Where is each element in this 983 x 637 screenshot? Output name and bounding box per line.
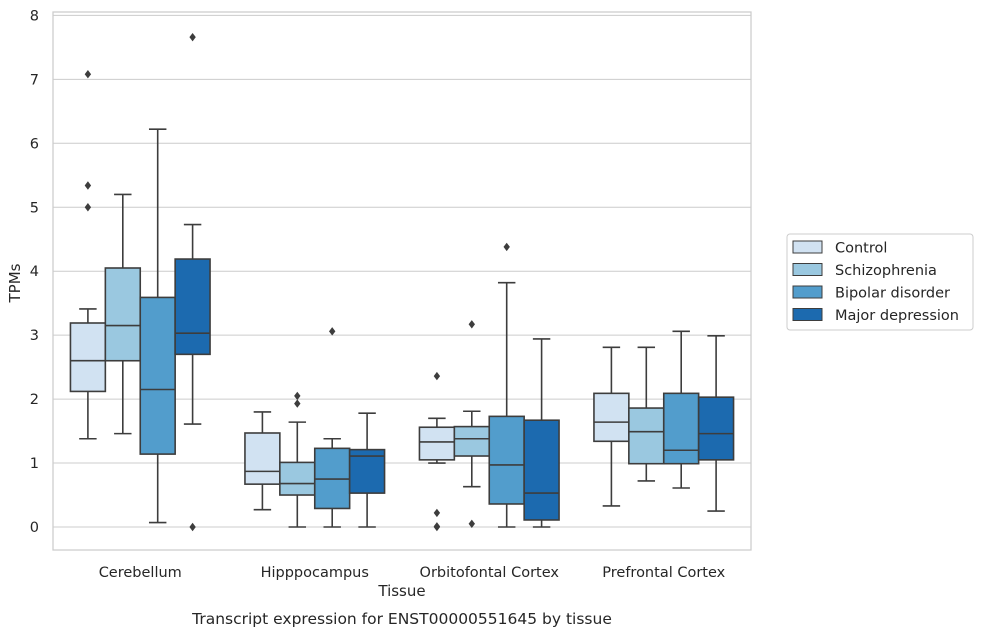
outlier-point (84, 203, 92, 212)
legend-label: Bipolar disorder (835, 286, 950, 302)
x-tick-label: Prefrontal Cortex (602, 565, 725, 581)
box (104, 267, 142, 362)
box (418, 426, 456, 461)
y-axis-title: TPMs (6, 263, 24, 303)
x-tick-label: Orbitofontal Cortex (420, 565, 560, 581)
box (488, 415, 525, 505)
box-group (488, 242, 525, 528)
legend-swatch (792, 308, 823, 321)
legend-label: Schizophrenia (835, 263, 937, 279)
chart-caption: Transcript expression for ENST0000055164… (191, 610, 612, 628)
outlier-point (84, 70, 92, 79)
legend-label: Control (835, 241, 887, 257)
legend-swatch (792, 263, 823, 276)
box (279, 461, 316, 496)
axes: 0 1 2 3 4 5 6 7 8 Cerebellum Hipppocampus Orbitofon… (30, 8, 752, 581)
y-tick-label: 5 (30, 200, 39, 216)
outlier-point (433, 508, 441, 518)
y-tick-label: 3 (30, 328, 39, 344)
box (244, 432, 281, 485)
y-tick-label: 6 (30, 136, 39, 152)
box (174, 258, 211, 356)
box-group (662, 330, 700, 489)
outlier-point (503, 242, 510, 252)
outlier-point (468, 320, 475, 329)
box-group (628, 346, 665, 482)
outlier-point (294, 391, 301, 401)
box-group (174, 32, 211, 532)
box (139, 296, 176, 455)
legend-frame (786, 233, 974, 331)
box-group (104, 193, 142, 435)
legend-swatch (792, 240, 823, 254)
box-group (453, 320, 491, 529)
legend-swatch (792, 285, 823, 299)
box-series (69, 32, 735, 532)
y-tick-label: 4 (30, 264, 39, 280)
box-group (418, 371, 456, 532)
box-group (313, 327, 351, 528)
outlier-point (294, 399, 301, 408)
box-group (139, 128, 176, 524)
outlier-point (329, 327, 336, 336)
plot-frame (52, 11, 752, 551)
box-group (593, 346, 630, 507)
box (697, 396, 735, 461)
box-group (279, 391, 316, 528)
box-group (523, 338, 560, 528)
box (453, 425, 491, 457)
y-tick-label: 8 (30, 8, 39, 24)
box-group (697, 334, 735, 512)
x-tick-label: Hipppocampus (261, 565, 369, 581)
box-group (244, 411, 281, 511)
box-group (348, 412, 386, 528)
outlier-point (189, 522, 196, 532)
box (348, 448, 386, 494)
outlier-point (84, 181, 92, 190)
box (523, 419, 560, 521)
box (593, 392, 630, 443)
x-tick-label: Cerebellum (99, 565, 182, 581)
outlier-point (189, 32, 196, 42)
y-tick-label: 7 (30, 72, 39, 88)
y-tick-label: 1 (30, 456, 39, 472)
legend: Control Schizophrenia Bipolar disorder Majo… (786, 233, 974, 331)
box (69, 322, 107, 393)
y-tick-label: 0 (30, 520, 39, 536)
y-tick-label: 2 (30, 392, 39, 408)
legend-label: Major depression (835, 308, 959, 324)
outlier-point (433, 371, 441, 381)
outlier-point (468, 519, 475, 529)
box (662, 392, 700, 465)
outlier-point (433, 522, 441, 531)
box-group (69, 70, 107, 440)
box (628, 407, 665, 465)
x-axis-title: Tissue (377, 582, 425, 600)
